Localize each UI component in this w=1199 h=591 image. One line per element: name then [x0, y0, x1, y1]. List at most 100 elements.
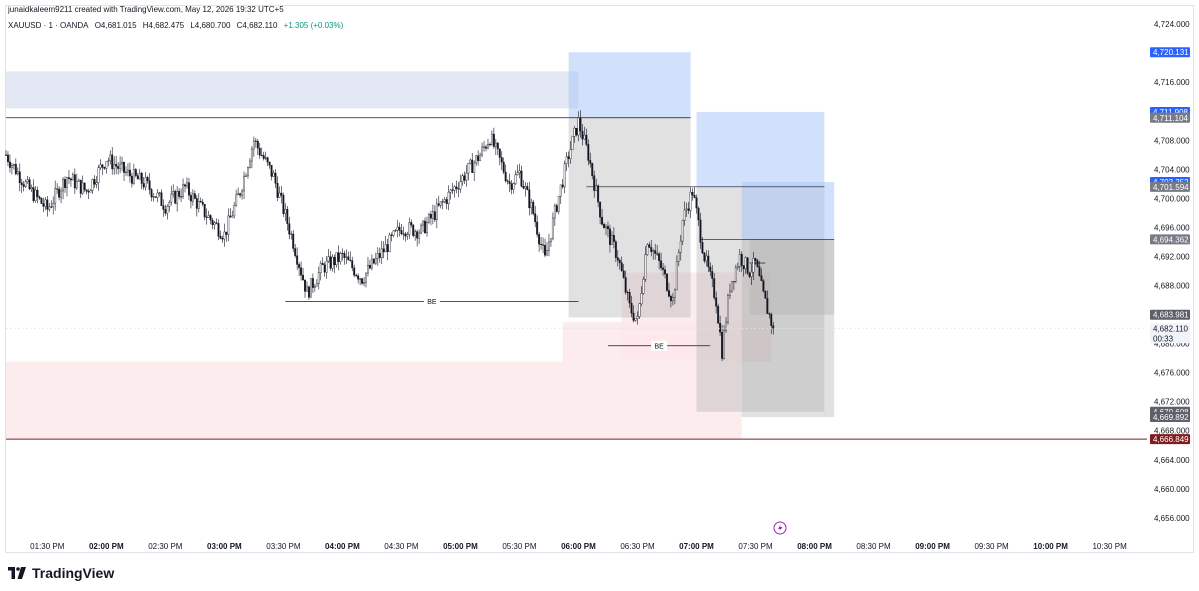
- time-axis[interactable]: 01:30 PM 02:00 PM 02:30 PM 03:00 PM 03:30 PM…: [30, 542, 1127, 551]
- ohlc-high: H4,682.475: [142, 21, 185, 30]
- candle-body: [152, 196, 155, 198]
- price-tick-label: 4,724.000: [1154, 20, 1190, 29]
- candle-body: [349, 259, 352, 261]
- candle-body: [544, 245, 546, 256]
- candle-body: [709, 266, 712, 272]
- candle-body: [160, 192, 163, 206]
- stop-box-1: [568, 117, 691, 318]
- candle-body: [605, 226, 607, 229]
- price-tag: [1150, 411, 1190, 422]
- candle-body: [7, 154, 9, 163]
- candle-body: [750, 271, 753, 277]
- candle-body: [713, 278, 716, 298]
- candle-body: [73, 174, 76, 189]
- candle-body: [494, 142, 497, 147]
- candle-body: [532, 201, 535, 214]
- candle-body: [341, 253, 344, 255]
- candle-body: [754, 258, 757, 261]
- time-tick-label: 10:00 PM: [1033, 542, 1068, 551]
- time-tick-label: 07:00 PM: [679, 542, 714, 551]
- candle-body: [748, 272, 751, 277]
- candle-body: [353, 267, 356, 276]
- candle-body: [668, 290, 670, 297]
- hline-label-bg-4: [423, 296, 440, 307]
- candle-body: [406, 234, 409, 237]
- price-axis[interactable]: 4,724.0004,720.0004,716.0004,712.0004,70…: [1154, 20, 1190, 523]
- candle-body: [282, 195, 285, 214]
- candle-body: [727, 295, 729, 323]
- candle-body: [66, 177, 68, 188]
- candle-body: [12, 164, 15, 166]
- candle-body: [394, 230, 397, 232]
- candle-body: [286, 209, 289, 224]
- time-tick-label: 08:30 PM: [856, 542, 891, 551]
- candle-body: [111, 154, 114, 170]
- candle-body: [28, 179, 31, 190]
- candle-body: [372, 258, 375, 264]
- candle-body: [109, 154, 112, 162]
- candle-body: [384, 244, 387, 253]
- candle-body: [553, 205, 556, 219]
- candle-body: [422, 220, 425, 226]
- candle-body: [168, 201, 171, 207]
- tradingview-brand: TradingView: [8, 565, 114, 581]
- candle-body: [121, 162, 124, 165]
- replay-lightning-icon[interactable]: [773, 521, 787, 535]
- candle-body: [132, 169, 135, 184]
- candle-body: [638, 303, 641, 317]
- price-tag-label: 4,683.981: [1153, 311, 1189, 320]
- candle-body: [239, 193, 242, 196]
- candle-body: [367, 265, 369, 274]
- candle-body: [363, 281, 365, 284]
- candle-body: [134, 169, 137, 176]
- candle-body: [343, 253, 346, 258]
- candle-body: [758, 266, 761, 276]
- candle-body: [308, 286, 310, 298]
- candle-body: [650, 247, 653, 252]
- candle-body: [189, 195, 192, 202]
- candle-body: [567, 156, 570, 159]
- ohlc-close: C4,682.110: [236, 21, 278, 30]
- candle-body: [304, 279, 306, 292]
- candle-body: [732, 281, 735, 283]
- price-tick-label: 4,692.000: [1154, 252, 1190, 261]
- candle-body: [685, 208, 688, 211]
- candle-body: [107, 160, 110, 162]
- candle-body: [125, 171, 127, 173]
- candle-body: [646, 244, 649, 255]
- candle-body: [597, 185, 600, 203]
- candle-body: [97, 167, 100, 183]
- candle-body: [579, 117, 582, 132]
- candle-body: [644, 254, 647, 280]
- candle-body: [435, 203, 438, 220]
- time-tick-label: 03:30 PM: [266, 542, 301, 551]
- price-tick-label: 4,668.000: [1154, 427, 1190, 436]
- brand-label: TradingView: [32, 565, 115, 581]
- candle-body: [50, 206, 53, 208]
- candle-body: [58, 188, 61, 198]
- candle-body: [740, 254, 743, 266]
- candle-body: [339, 253, 342, 262]
- candle-body: [734, 267, 737, 282]
- symbol-name[interactable]: XAUUSD · 1 · OANDA: [8, 21, 89, 30]
- candle-body: [325, 260, 328, 273]
- candle-body: [703, 252, 706, 262]
- candle-body: [695, 197, 698, 209]
- candle-body: [68, 177, 70, 179]
- candle-body: [258, 147, 261, 156]
- candle-body: [237, 193, 240, 196]
- candle-body: [197, 201, 200, 209]
- candle-body: [274, 172, 277, 184]
- candle-body: [412, 224, 415, 236]
- time-tick-label: 02:00 PM: [89, 542, 124, 551]
- candle-body: [85, 189, 88, 192]
- candle-body: [518, 170, 521, 174]
- price-tag: [1150, 47, 1190, 58]
- candle-body: [136, 175, 139, 180]
- candle-body: [254, 140, 257, 142]
- horizontal-lines-layer: BE BE: [6, 117, 1147, 440]
- candle-body: [30, 187, 33, 190]
- candle-body: [164, 209, 167, 214]
- tradingview-logo-icon: [8, 567, 26, 579]
